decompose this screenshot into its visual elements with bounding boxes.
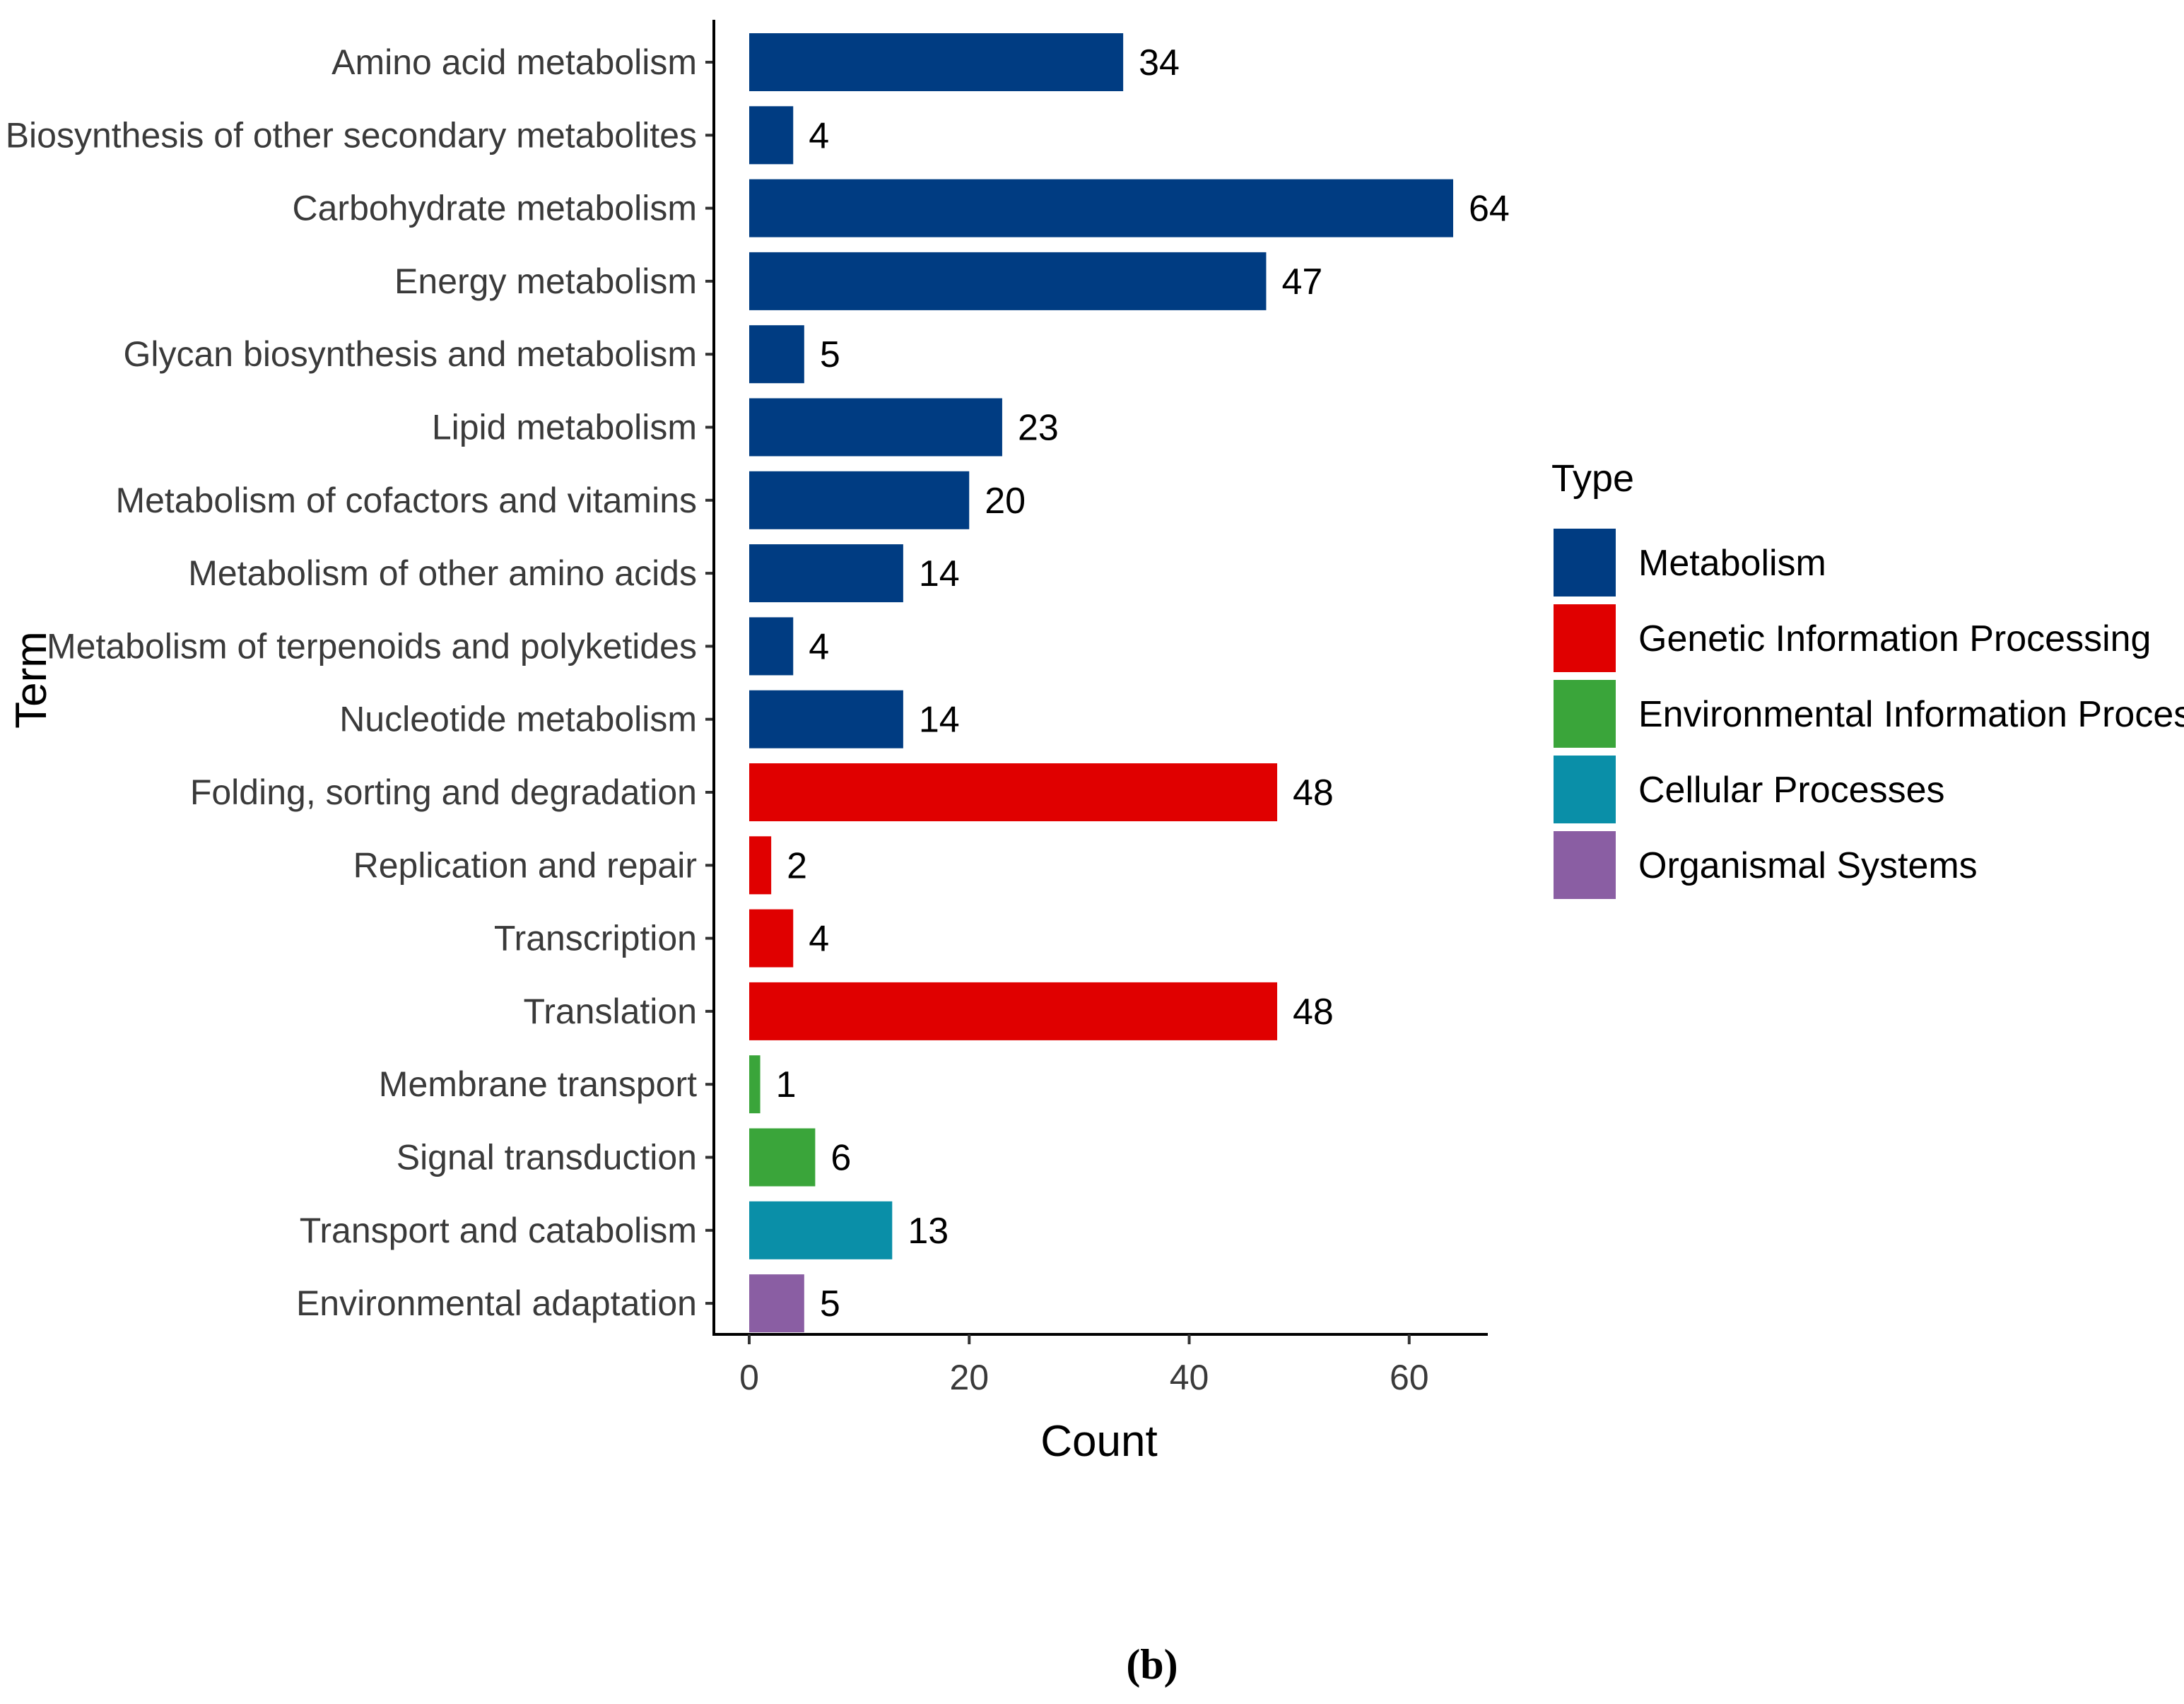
y-tick-label-nucleotide-metabolism: Nucleotide metabolism bbox=[339, 700, 697, 739]
y-tick-label-transcription: Transcription bbox=[494, 919, 697, 958]
bar-membrane-transport bbox=[749, 1055, 761, 1114]
bar-folding-sorting-and-degradation bbox=[749, 763, 1277, 821]
y-axis-title: Term bbox=[7, 631, 56, 729]
y-tick-label-amino-acid-metabolism: Amino acid metabolism bbox=[331, 42, 697, 82]
bar-translation bbox=[749, 982, 1277, 1040]
bar-metabolism-of-other-amino-acids bbox=[749, 544, 903, 603]
y-tick-label-environmental-adaptation: Environmental adaptation bbox=[296, 1283, 697, 1323]
bars-group bbox=[749, 33, 1453, 1333]
y-tick-label-carbohydrate-metabolism: Carbohydrate metabolism bbox=[293, 189, 698, 228]
value-label-translation: 48 bbox=[1293, 992, 1334, 1033]
y-tick-label-biosynthesis-of-other-secondary-metabolites: Biosynthesis of other secondary metaboli… bbox=[6, 115, 697, 155]
bar-metabolism-of-terpenoids-and-polyketides bbox=[749, 617, 794, 676]
legend-label-organismal-systems: Organismal Systems bbox=[1638, 845, 1978, 886]
value-label-metabolism-of-other-amino-acids: 14 bbox=[919, 553, 960, 594]
value-label-signal-transduction: 6 bbox=[830, 1138, 851, 1179]
bar-metabolism-of-cofactors-and-vitamins bbox=[749, 471, 970, 529]
y-tick-label-replication-and-repair: Replication and repair bbox=[353, 845, 697, 885]
value-label-transcription: 4 bbox=[809, 919, 829, 960]
legend-swatch-metabolism bbox=[1554, 529, 1616, 597]
bar-replication-and-repair bbox=[749, 836, 772, 895]
bar-biosynthesis-of-other-secondary-metabolites bbox=[749, 106, 794, 165]
legend-label-metabolism: Metabolism bbox=[1638, 543, 1826, 584]
legend-swatch-genetic-information-processing bbox=[1554, 604, 1616, 672]
legend-items: Metabolism Genetic Information Processing… bbox=[1554, 529, 2184, 899]
legend-label-environmental-information-processing: Environmental Information Processing bbox=[1638, 694, 2184, 735]
value-label-transport-and-catabolism: 13 bbox=[908, 1211, 949, 1252]
bar-nucleotide-metabolism bbox=[749, 690, 903, 748]
legend-swatch-organismal-systems bbox=[1554, 831, 1616, 899]
value-label-membrane-transport: 1 bbox=[776, 1064, 797, 1105]
x-tick-label-60: 60 bbox=[1390, 1358, 1429, 1397]
legend-swatch-cellular-processes bbox=[1554, 756, 1616, 823]
y-tick-label-transport-and-catabolism: Transport and catabolism bbox=[300, 1211, 697, 1250]
value-label-biosynthesis-of-other-secondary-metabolites: 4 bbox=[809, 115, 829, 156]
value-label-folding-sorting-and-degradation: 48 bbox=[1293, 772, 1334, 813]
bar-carbohydrate-metabolism bbox=[749, 179, 1453, 237]
bar-amino-acid-metabolism bbox=[749, 33, 1124, 91]
y-tick-label-lipid-metabolism: Lipid metabolism bbox=[432, 408, 697, 447]
y-axis: Amino acid metabolism Biosynthesis of oth… bbox=[6, 20, 715, 1334]
x-tick-label-40: 40 bbox=[1170, 1358, 1209, 1397]
value-label-replication-and-repair: 2 bbox=[787, 845, 807, 886]
value-label-environmental-adaptation: 5 bbox=[820, 1283, 840, 1324]
value-label-amino-acid-metabolism: 34 bbox=[1139, 42, 1180, 83]
y-tick-label-metabolism-of-other-amino-acids: Metabolism of other amino acids bbox=[188, 553, 697, 593]
bar-energy-metabolism bbox=[749, 252, 1267, 310]
y-tick-label-signal-transduction: Signal transduction bbox=[397, 1138, 697, 1177]
bar-signal-transduction bbox=[749, 1128, 816, 1187]
legend-label-cellular-processes: Cellular Processes bbox=[1638, 770, 1945, 811]
y-tick-label-metabolism-of-cofactors-and-vitamins: Metabolism of cofactors and vitamins bbox=[115, 481, 697, 520]
legend-title: Type bbox=[1551, 457, 1634, 500]
figure-caption: (b) bbox=[1126, 1641, 1178, 1688]
x-axis-title: Count bbox=[1040, 1417, 1157, 1466]
y-tick-label-glycan-biosynthesis-and-metabolism: Glycan biosynthesis and metabolism bbox=[124, 334, 698, 374]
legend-label-genetic-information-processing: Genetic Information Processing bbox=[1638, 618, 2151, 659]
y-tick-label-folding-sorting-and-degradation: Folding, sorting and degradation bbox=[190, 772, 697, 812]
value-label-nucleotide-metabolism: 14 bbox=[919, 700, 960, 741]
bar-lipid-metabolism bbox=[749, 398, 1002, 457]
legend-swatch-environmental-information-processing bbox=[1554, 680, 1616, 748]
bar-transcription bbox=[749, 909, 794, 968]
y-tick-label-membrane-transport: Membrane transport bbox=[379, 1064, 697, 1104]
value-label-lipid-metabolism: 23 bbox=[1018, 408, 1059, 449]
y-tick-label-energy-metabolism: Energy metabolism bbox=[394, 262, 697, 301]
bar-environmental-adaptation bbox=[749, 1274, 804, 1333]
x-tick-label-20: 20 bbox=[949, 1358, 989, 1397]
value-label-carbohydrate-metabolism: 64 bbox=[1469, 189, 1510, 230]
value-label-glycan-biosynthesis-and-metabolism: 5 bbox=[820, 334, 840, 375]
y-tick-label-metabolism-of-terpenoids-and-polyketides: Metabolism of terpenoids and polyketides bbox=[47, 626, 697, 666]
value-label-energy-metabolism: 47 bbox=[1281, 262, 1322, 302]
bar-glycan-biosynthesis-and-metabolism bbox=[749, 325, 804, 384]
x-axis: 0 20 40 60 bbox=[712, 1333, 1488, 1397]
legend: Type Metabolism Genetic Information Proce… bbox=[1551, 457, 2184, 899]
value-label-metabolism-of-cofactors-and-vitamins: 20 bbox=[985, 481, 1026, 522]
bar-transport-and-catabolism bbox=[749, 1201, 893, 1259]
value-label-metabolism-of-terpenoids-and-polyketides: 4 bbox=[809, 626, 829, 667]
x-tick-label-0: 0 bbox=[739, 1358, 759, 1397]
y-tick-label-translation: Translation bbox=[524, 992, 697, 1031]
